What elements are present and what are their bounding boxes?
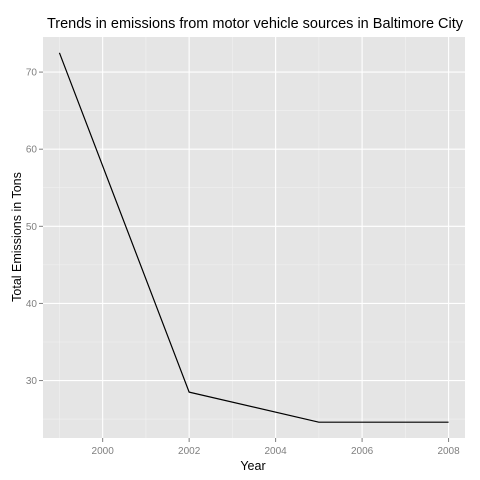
x-tick-label: 2002 [178, 446, 201, 457]
x-tick-label: 2008 [437, 446, 460, 457]
series-layer [58, 52, 449, 423]
series-line [58, 52, 449, 423]
chart-title: Trends in emissions from motor vehicle s… [47, 16, 464, 32]
x-axis-ticks: 2000 2002 2004 2006 2008 [92, 438, 460, 457]
y-tick-label: 60 [26, 145, 38, 156]
y-tick-label: 30 [26, 376, 38, 387]
y-tick-label: 50 [26, 222, 38, 233]
x-axis-title: Year [240, 459, 265, 473]
y-tick-label: 40 [26, 299, 38, 310]
y-axis-ticks: 30 40 50 60 70 [26, 68, 43, 387]
x-tick-label: 2000 [92, 446, 115, 457]
minor-gridlines [43, 37, 465, 438]
x-tick-label: 2006 [351, 446, 374, 457]
plot-panel [43, 37, 465, 438]
major-gridlines [43, 37, 465, 438]
x-tick-label: 2004 [264, 446, 287, 457]
y-axis-title: Total Emissions in Tons [10, 172, 24, 302]
y-tick-label: 70 [26, 68, 38, 79]
